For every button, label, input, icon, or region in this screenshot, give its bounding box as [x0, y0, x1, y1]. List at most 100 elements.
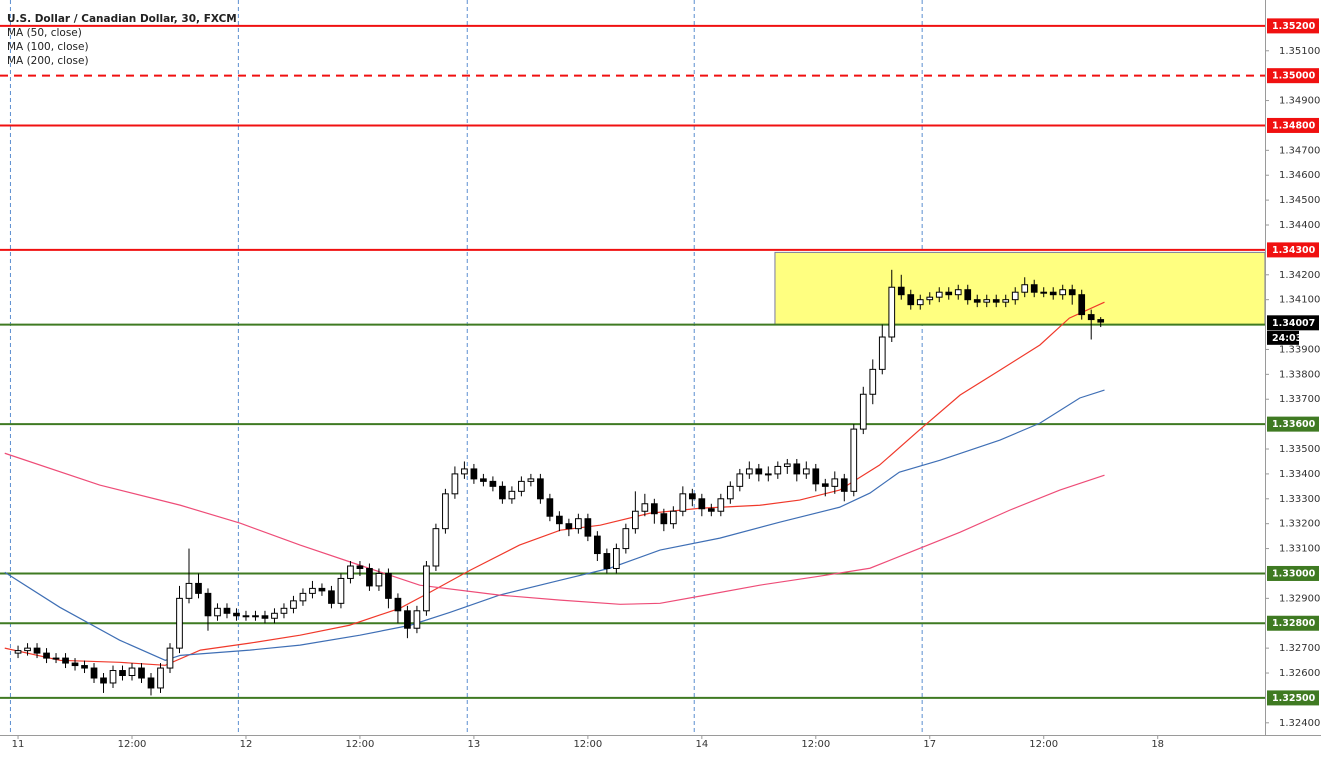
candle-body [138, 667, 145, 679]
candle-body [726, 485, 734, 500]
candle-body [233, 612, 240, 617]
candle-body [1097, 319, 1105, 323]
candle-body [166, 647, 174, 669]
candle-body [603, 553, 611, 569]
candle-body [33, 647, 41, 654]
candle-body [71, 662, 79, 667]
candle-body [622, 528, 630, 550]
candle-body [489, 480, 497, 487]
candle-body [954, 289, 962, 296]
candle-body [632, 510, 639, 530]
candle-body [375, 572, 383, 587]
moving-average [4, 452, 1105, 605]
candle-body [546, 498, 554, 517]
candle-body [840, 478, 848, 492]
candle-body [271, 612, 278, 619]
legend-entry: MA (200, close) [7, 55, 89, 67]
candle-body [897, 286, 905, 296]
chart-title: U.S. Dollar / Canadian Dollar, 30, FXCM [7, 13, 237, 25]
candle-body [802, 468, 810, 475]
candle-body [1049, 291, 1057, 296]
candle-body [688, 493, 696, 500]
candle-body [214, 607, 221, 617]
candle-body [783, 463, 791, 467]
candle-body [565, 523, 573, 530]
candle-body [660, 513, 668, 525]
candle-body [1011, 291, 1019, 301]
y-tick-label: 1.32700 [1279, 643, 1320, 654]
y-tick-label: 1.33700 [1279, 394, 1320, 405]
candle-body [90, 667, 98, 679]
candle-body [100, 677, 107, 684]
candle-body [717, 498, 725, 512]
candle-body [869, 368, 877, 395]
candle-body [404, 610, 411, 629]
candle-body [24, 647, 31, 652]
level-label: 1.34800 [1272, 120, 1316, 131]
candle-body [261, 615, 269, 619]
candle-body [878, 336, 886, 370]
y-tick-label: 1.34200 [1279, 270, 1320, 281]
x-tick-label: 12:00 [1029, 739, 1058, 750]
candle-body [432, 528, 440, 567]
level-label-box [1267, 18, 1319, 34]
candle-body [62, 657, 69, 664]
y-tick-label: 1.34100 [1279, 295, 1320, 306]
legend-entry: MA (100, close) [7, 41, 89, 53]
level-label-box [1267, 416, 1319, 432]
candle-body [309, 587, 316, 594]
candle-body [1087, 314, 1095, 321]
y-tick-label: 1.35100 [1279, 46, 1320, 57]
candle-body [1021, 284, 1029, 293]
countdown-label: 24:03 [1272, 333, 1302, 344]
candle-body [859, 393, 867, 430]
level-label-box [1267, 565, 1319, 581]
candle-body [745, 468, 753, 475]
candle-body [926, 296, 934, 301]
candle-body [755, 468, 763, 475]
price-label-box [1267, 315, 1319, 331]
countdown-box [1267, 330, 1299, 345]
y-tick-label: 1.34500 [1279, 195, 1320, 206]
candle-body [109, 670, 117, 684]
candle-body [119, 670, 126, 677]
candle-body [185, 582, 193, 599]
candle-body [499, 485, 506, 500]
candle-body [518, 480, 525, 492]
candle-body [613, 548, 620, 569]
candle-body [983, 299, 991, 303]
candle-body [821, 483, 829, 487]
y-tick-label: 1.33900 [1279, 344, 1320, 355]
candle-body [328, 590, 335, 604]
candle-body [176, 597, 183, 649]
y-tick-label: 1.32600 [1279, 668, 1320, 679]
range-zone [774, 251, 1266, 326]
candle-body [679, 493, 687, 512]
x-tick-label: 17 [923, 739, 936, 750]
candle-body [831, 478, 839, 487]
level-label-box [1267, 68, 1319, 84]
candle-body [356, 565, 364, 569]
candle-body [964, 289, 972, 301]
candle-body [945, 291, 953, 296]
candle-body [641, 503, 649, 512]
level-label: 1.35000 [1272, 71, 1316, 82]
x-tick-label: 12 [240, 739, 253, 750]
candle-body [337, 577, 345, 604]
level-label-box [1267, 615, 1319, 631]
candle-body [385, 572, 392, 599]
candle-body [508, 490, 516, 500]
candle-body [223, 607, 231, 614]
y-tick-label: 1.33500 [1279, 444, 1320, 455]
candle-body [916, 299, 924, 306]
candle-body [366, 567, 373, 587]
y-tick-label: 1.34400 [1279, 220, 1320, 231]
plot-area [0, 0, 1266, 735]
moving-average [4, 389, 1105, 661]
candle-body [423, 565, 430, 612]
candle-body [793, 463, 801, 475]
y-tick-label: 1.34900 [1279, 96, 1320, 107]
y-tick-label: 1.32400 [1279, 718, 1320, 729]
x-tick-label: 11 [12, 739, 25, 750]
